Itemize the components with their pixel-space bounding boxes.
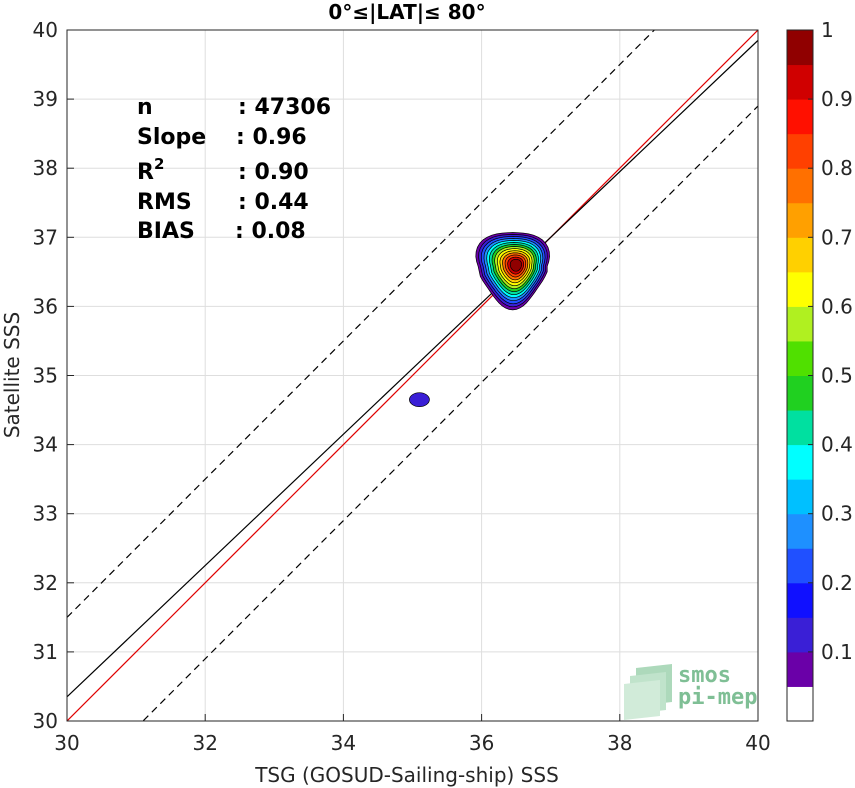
- y-tick-label: 37: [33, 225, 58, 249]
- y-tick-label: 38: [33, 156, 58, 180]
- colorbar-tick-label: 0.1: [821, 640, 853, 664]
- colorbar-swatch: [787, 582, 813, 618]
- colorbar-swatch: [787, 133, 813, 169]
- colorbar-swatch: [787, 410, 813, 446]
- stat-label: Slope: [137, 125, 206, 150]
- grid: [66, 29, 759, 722]
- logo-line1: smos: [678, 663, 731, 688]
- x-tick-label: 32: [192, 731, 217, 755]
- colorbar-tick-label: 0.5: [821, 364, 853, 388]
- colorbar-swatch: [787, 444, 813, 480]
- colorbar: 0.1 0.2 0.3 0.4 0.5 0.6 0.7 0.8 0.9 1: [786, 18, 853, 722]
- y-tick-label: 34: [33, 433, 58, 457]
- logo-line2: pi-mep: [678, 685, 757, 710]
- contour-level: [509, 258, 522, 272]
- colorbar-tick-label: 0.2: [821, 571, 853, 595]
- colorbar-tick-label: 0.9: [821, 87, 853, 111]
- colorbar-swatch: [787, 375, 813, 411]
- stat-value: : 47306: [238, 95, 331, 120]
- y-tick-label: 31: [33, 640, 58, 664]
- colorbar-swatch: [787, 30, 813, 66]
- y-axis-label: Satellite SSS: [0, 312, 24, 438]
- x-tick-label: 38: [607, 731, 632, 755]
- reference-lines: [67, 30, 758, 721]
- y-tick-label: 36: [33, 294, 58, 318]
- x-axis-ticks: 30 32 34 36 38 40: [54, 714, 771, 755]
- y-tick-label: 35: [33, 364, 58, 388]
- colorbar-swatch: [787, 237, 813, 273]
- stat-sup: 2: [154, 155, 164, 173]
- x-tick-label: 34: [331, 731, 356, 755]
- x-axis-label: TSG (GOSUD-Sailing-ship) SSS: [254, 763, 559, 787]
- secondary-contour: [409, 392, 430, 408]
- colorbar-swatch: [787, 651, 813, 687]
- y-tick-label: 33: [33, 502, 58, 526]
- colorbar-swatch: [787, 99, 813, 135]
- y-tick-label: 40: [33, 18, 58, 42]
- colorbar-swatch: [787, 686, 813, 722]
- x-tick-label: 36: [469, 731, 494, 755]
- line-lower_bound: [142, 105, 758, 721]
- chart-title: 0°≤|LAT|≤ 80°: [328, 0, 485, 24]
- colorbar-swatch: [787, 340, 813, 376]
- colorbar-swatch: [787, 64, 813, 100]
- colorbar-swatch: [787, 271, 813, 307]
- colorbar-tick-label: 0.3: [821, 502, 853, 526]
- colorbar-tick-label: 0.6: [821, 294, 853, 318]
- colorbar-tick-label: 0.4: [821, 433, 853, 457]
- y-tick-label: 32: [33, 571, 58, 595]
- colorbar-swatch: [787, 168, 813, 204]
- line-one_to_one: [67, 30, 758, 721]
- line-upper_bound: [67, 30, 656, 618]
- colorbar-tick-label: 0.7: [821, 225, 853, 249]
- y-tick-label: 39: [33, 87, 58, 111]
- x-tick-label: 30: [54, 731, 79, 755]
- colorbar-swatch: [787, 202, 813, 238]
- colorbar-swatch: [787, 617, 813, 653]
- stat-value: : 0.96: [236, 125, 307, 150]
- stat-value: : 0.08: [235, 219, 306, 244]
- logo-mark: [624, 664, 672, 720]
- y-tick-label: 30: [33, 709, 58, 733]
- y-axis-ticks: 30 31 32 33 34 35 36 37 38 39 40: [33, 18, 74, 733]
- density-contours: [409, 232, 550, 408]
- colorbar-swatch: [787, 513, 813, 549]
- colorbar-swatch: [787, 548, 813, 584]
- stat-label: n: [137, 95, 153, 120]
- stat-value: : 0.90: [238, 160, 309, 185]
- colorbar-swatch: [787, 306, 813, 342]
- smos-pi-mep-logo: smos pi-mep: [624, 663, 757, 720]
- line-regression: [67, 39, 758, 698]
- colorbar-tick-label: 0.8: [821, 156, 853, 180]
- colorbar-swatch: [787, 479, 813, 515]
- x-tick-label: 40: [745, 731, 770, 755]
- colorbar-tick-label: 1: [821, 18, 834, 42]
- stat-label: BIAS: [137, 219, 195, 244]
- stat-label: RMS: [137, 190, 192, 215]
- stat-value: : 0.44: [238, 190, 309, 215]
